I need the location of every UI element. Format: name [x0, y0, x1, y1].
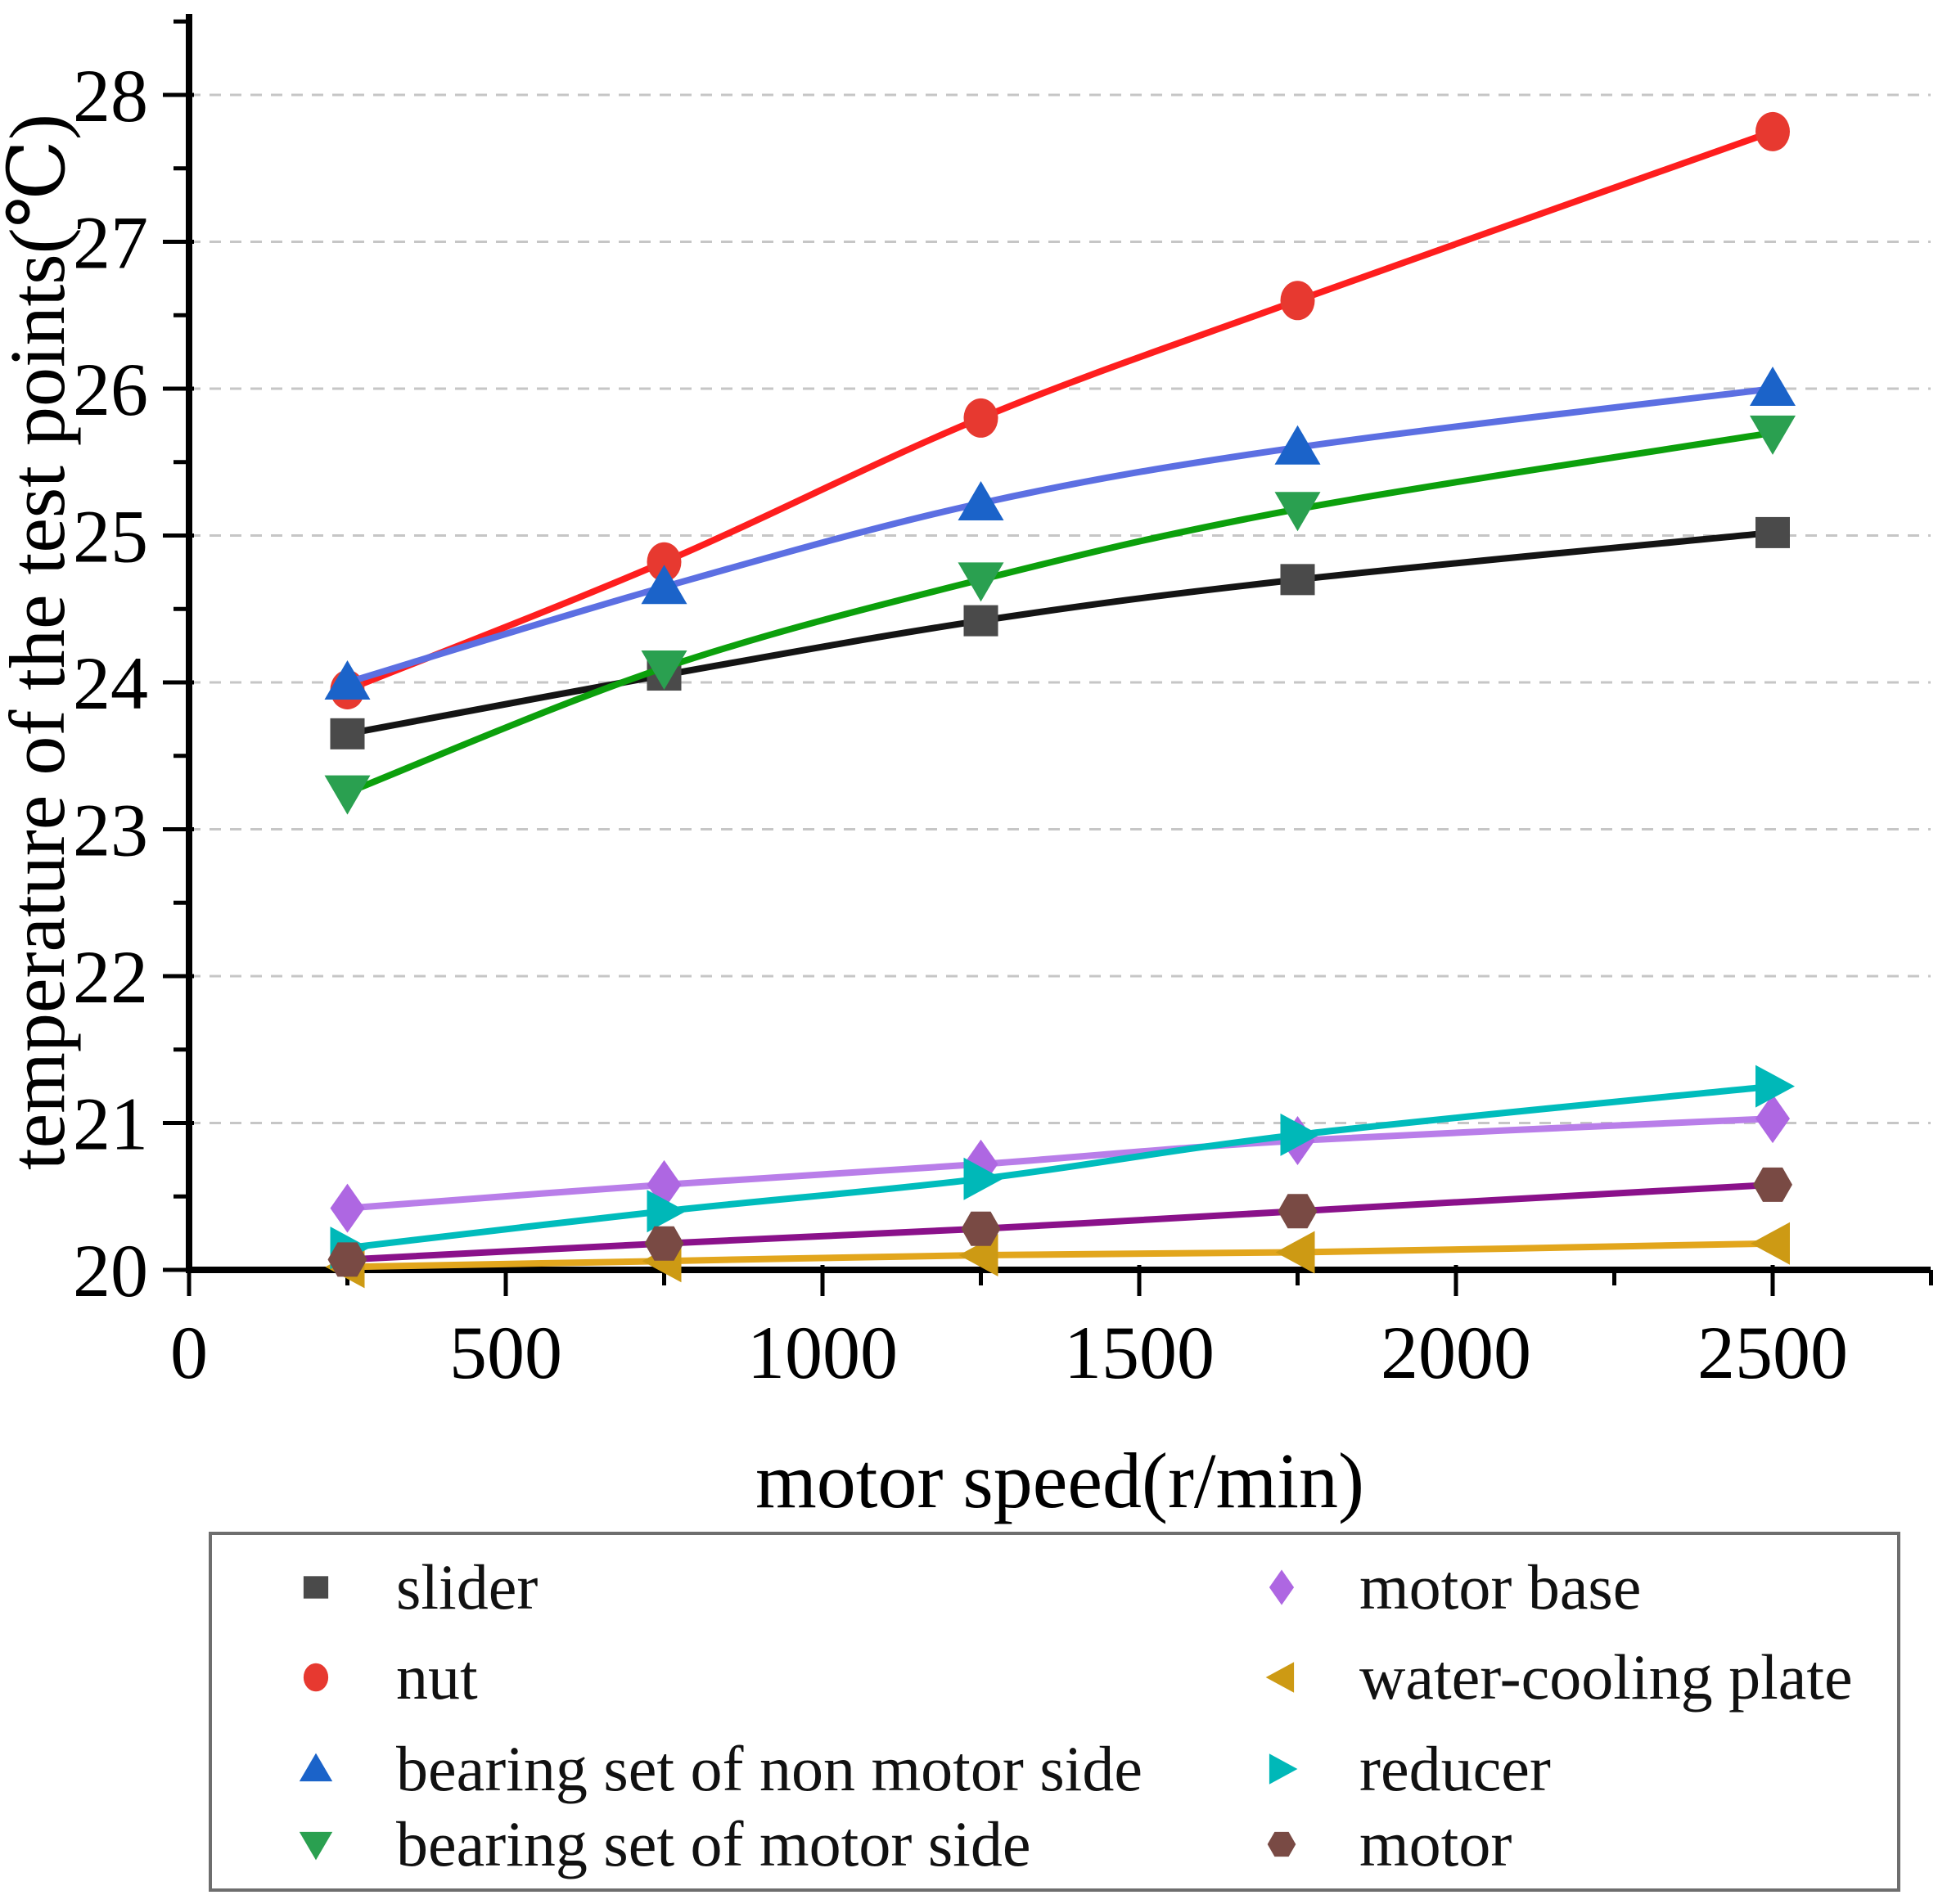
- legend-label: reducer: [1359, 1733, 1551, 1804]
- square-glyph: [303, 1576, 329, 1599]
- axes: [163, 14, 1933, 1296]
- legend-item-water-cooling-plate: water-cooling plate: [1253, 1635, 1853, 1720]
- triangle-right-glyph: [1269, 1753, 1298, 1785]
- data-point-2500: [1755, 1065, 1795, 1108]
- hexagon-glyph: [1267, 1831, 1296, 1857]
- legend-item-reducer: reducer: [1253, 1726, 1551, 1812]
- series-line: [346, 529, 1773, 737]
- triangle-right-icon: [1269, 1753, 1298, 1785]
- triangle-left-glyph: [1265, 1662, 1295, 1693]
- data-point-250: [324, 660, 371, 700]
- series-nut: [330, 111, 1790, 709]
- y-tick-label-25: 25: [73, 495, 148, 578]
- data-point-2500: [1755, 111, 1790, 151]
- data-point-1250: [961, 1211, 1001, 1246]
- tick-labels: 20 21 22 23 24 25 26 27 28 0 500 1000 1500 2000 2500: [73, 54, 1848, 1394]
- data-point-1750: [1280, 281, 1315, 321]
- y-tick-label-28: 28: [73, 54, 148, 137]
- triangle-left-icon: [1265, 1662, 1295, 1693]
- circle-icon: [303, 1663, 329, 1692]
- x-tick-label-0: 0: [170, 1311, 208, 1394]
- legend-item-bearing-set-of-non-motor-side: bearing set of non motor side: [287, 1726, 1143, 1812]
- data-point-1750: [1280, 1113, 1320, 1156]
- data-point-250: [324, 775, 371, 815]
- x-tick-label-500: 500: [449, 1311, 562, 1394]
- data-point-1750: [1274, 425, 1321, 465]
- data-point-750: [641, 565, 687, 605]
- y-tick-label-27: 27: [73, 201, 148, 285]
- x-axis-label: motor speed(r/min): [755, 1437, 1364, 1524]
- series-reducer: [330, 1065, 1795, 1270]
- series-motor: [327, 1167, 1792, 1277]
- data-point-2500: [1755, 1094, 1790, 1144]
- data-point-1750: [1274, 492, 1321, 532]
- square-icon: [303, 1576, 329, 1599]
- diamond-glyph: [1269, 1569, 1295, 1605]
- x-tick-label-1000: 1000: [747, 1311, 898, 1394]
- legend-label: bearing set of motor side: [396, 1808, 1031, 1879]
- series: [324, 111, 1796, 1289]
- data-point-2500: [1751, 1222, 1790, 1265]
- y-tick-label-21: 21: [73, 1083, 148, 1166]
- data-point-1250: [963, 1157, 1003, 1200]
- legend-item-bearing-set-of-motor-side: bearing set of motor side: [287, 1802, 1030, 1887]
- triangle-up-glyph: [299, 1753, 333, 1782]
- data-point-2500: [1753, 1167, 1792, 1202]
- y-tick-label-23: 23: [73, 789, 148, 872]
- data-point-250: [330, 718, 365, 749]
- y-axis-label: temperature of the test points(℃): [0, 114, 81, 1170]
- data-point-2500: [1750, 367, 1796, 406]
- circle-glyph: [303, 1663, 329, 1692]
- legend-label: motor: [1359, 1808, 1512, 1879]
- x-tick-label-2000: 2000: [1381, 1311, 1531, 1394]
- legend-label: nut: [396, 1641, 478, 1713]
- legend-item-motor: motor: [1253, 1802, 1512, 1887]
- data-point-1750: [1280, 564, 1315, 596]
- series-slider: [330, 516, 1790, 749]
- legend-label: water-cooling plate: [1359, 1641, 1853, 1713]
- series-line: [347, 1181, 1773, 1263]
- legend: slider nut bearing set of non motor side be…: [209, 1532, 1900, 1892]
- hexagon-icon: [1267, 1831, 1296, 1857]
- x-tick-label-2500: 2500: [1697, 1311, 1848, 1394]
- data-point-750: [641, 650, 687, 690]
- series-line: [347, 1083, 1773, 1252]
- data-point-1250: [963, 398, 998, 438]
- data-point-1250: [958, 562, 1004, 602]
- series-line: [347, 1240, 1773, 1271]
- data-point-2500: [1755, 516, 1790, 548]
- y-tick-label-22: 22: [73, 935, 148, 1019]
- data-point-1250: [958, 481, 1004, 520]
- y-tick-label-26: 26: [73, 348, 148, 431]
- y-tick-label-24: 24: [73, 641, 148, 725]
- series-bearing-set-of-non-motor-side: [324, 367, 1796, 700]
- x-tick-label-1500: 1500: [1064, 1311, 1215, 1394]
- data-point-1750: [1275, 1231, 1315, 1274]
- legend-label: slider: [396, 1551, 539, 1623]
- data-point-750: [644, 1226, 684, 1261]
- series-water-cooling-plate: [325, 1222, 1790, 1289]
- series-line: [347, 1115, 1773, 1212]
- y-tick-label-20: 20: [73, 1229, 148, 1312]
- data-point-250: [330, 1183, 365, 1233]
- data-point-750: [647, 1190, 687, 1233]
- series-bearing-set-of-motor-side: [324, 415, 1796, 815]
- diamond-icon: [1269, 1569, 1295, 1605]
- data-point-1750: [1278, 1194, 1318, 1229]
- data-point-2500: [1750, 415, 1796, 455]
- series-motor-base: [330, 1094, 1790, 1233]
- triangle-up-icon: [299, 1753, 333, 1782]
- data-point-250: [327, 1242, 367, 1277]
- legend-item-nut: nut: [287, 1635, 478, 1720]
- legend-item-slider: slider: [287, 1545, 538, 1630]
- legend-label: motor base: [1359, 1551, 1642, 1623]
- data-point-750: [647, 542, 682, 582]
- legend-label: bearing set of non motor side: [396, 1733, 1143, 1804]
- legend-item-motor-base: motor base: [1253, 1545, 1641, 1630]
- triangle-down-icon: [299, 1831, 333, 1861]
- triangle-down-glyph: [299, 1831, 333, 1861]
- data-point-1250: [963, 605, 998, 637]
